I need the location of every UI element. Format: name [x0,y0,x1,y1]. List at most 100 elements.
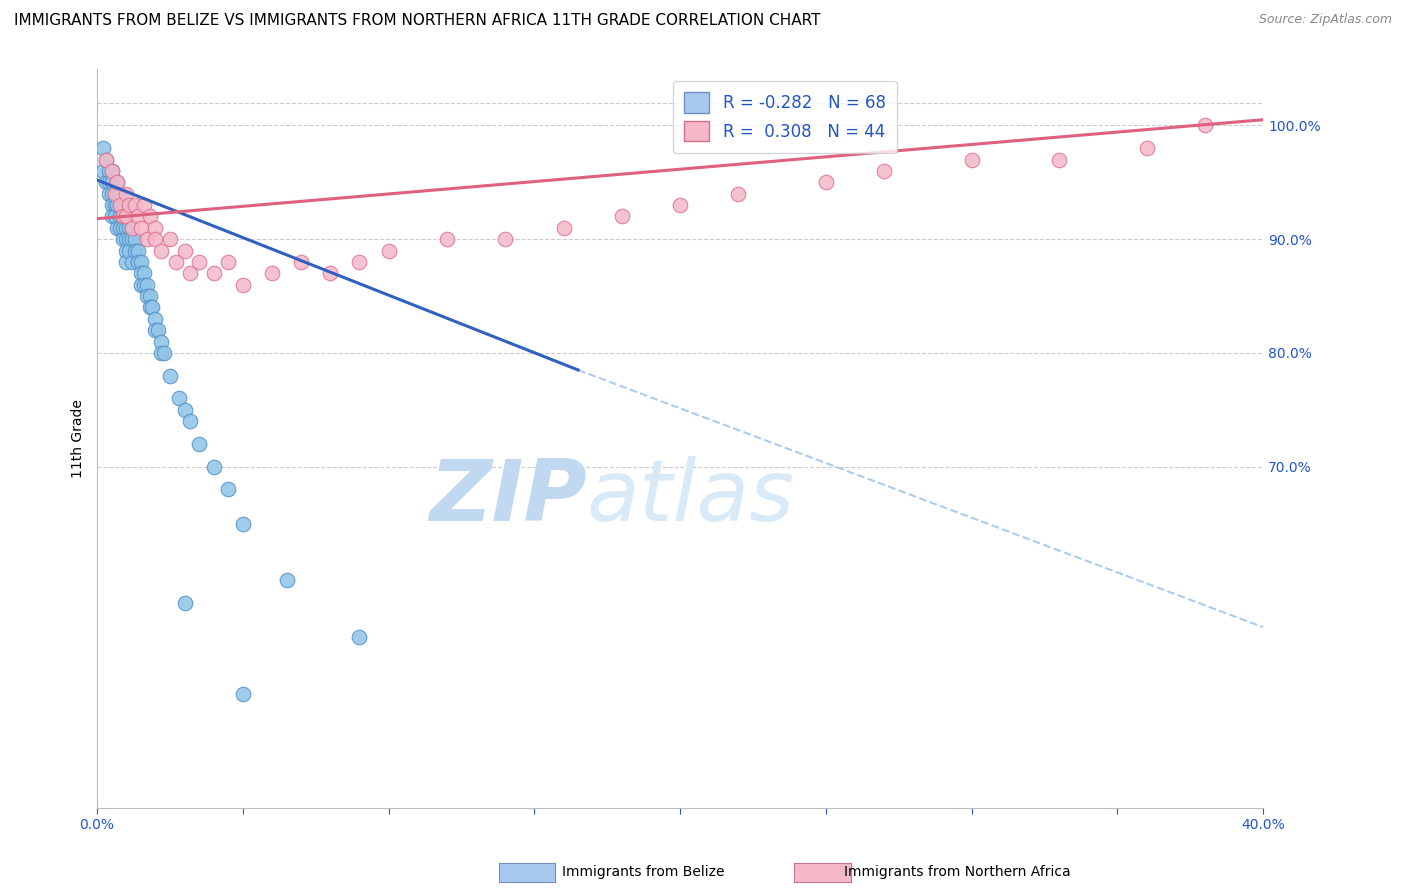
Point [115,210,138,224]
Point [1136,141,1159,155]
Point [669,198,692,212]
Point [115,232,138,246]
Point [129,220,152,235]
Point [132,266,155,280]
Text: atlas: atlas [586,456,794,539]
Point [110,198,132,212]
Text: Immigrants from Northern Africa: Immigrants from Northern Africa [844,865,1070,880]
Point [110,186,132,201]
Point [103,186,125,201]
Point [319,266,342,280]
Point [232,516,254,531]
Point [188,437,211,451]
Text: IMMIGRANTS FROM BELIZE VS IMMIGRANTS FROM NORTHERN AFRICA 11TH GRADE CORRELATION: IMMIGRANTS FROM BELIZE VS IMMIGRANTS FRO… [14,13,821,29]
Point [141,301,163,315]
Point [118,232,141,246]
Point [100,186,122,201]
Point [100,198,122,212]
Point [110,210,132,224]
Point [97,164,120,178]
Point [153,346,176,360]
Text: Source: ZipAtlas.com: Source: ZipAtlas.com [1258,13,1392,27]
Point [377,244,399,258]
Point [135,232,157,246]
Point [202,266,225,280]
Point [112,210,135,224]
Point [127,244,149,258]
Point [100,175,122,189]
Point [129,277,152,292]
Point [94,153,117,167]
Point [143,311,166,326]
Text: Immigrants from Belize: Immigrants from Belize [562,865,725,880]
Point [118,198,141,212]
Point [173,244,195,258]
Point [610,210,633,224]
Point [494,232,516,246]
Point [94,175,117,189]
Point [127,255,149,269]
Point [290,255,312,269]
Point [110,198,132,212]
Point [129,266,152,280]
Point [112,210,135,224]
Point [115,244,138,258]
Point [112,232,135,246]
Point [138,289,160,303]
Point [121,255,143,269]
Point [1047,153,1070,167]
Point [110,220,132,235]
Point [100,210,122,224]
Point [150,334,173,349]
Point [150,346,173,360]
Point [112,220,135,235]
Point [121,220,143,235]
Point [188,255,211,269]
Point [276,574,298,588]
Point [232,277,254,292]
Point [148,323,170,337]
Point [124,232,146,246]
Point [232,687,254,701]
Point [179,266,201,280]
Point [107,198,129,212]
Point [115,255,138,269]
Point [217,255,239,269]
Point [143,232,166,246]
Point [118,220,141,235]
Point [159,232,181,246]
Point [132,198,155,212]
Point [1194,119,1216,133]
Point [873,164,896,178]
Point [173,596,195,610]
Point [115,210,138,224]
Text: ZIP: ZIP [429,456,586,539]
Point [97,175,120,189]
Point [103,186,125,201]
Point [103,210,125,224]
Point [124,198,146,212]
Point [138,301,160,315]
Point [349,631,371,645]
Point [173,402,195,417]
Point [112,198,135,212]
Point [135,277,157,292]
Point [118,244,141,258]
Point [103,198,125,212]
Y-axis label: 11th Grade: 11th Grade [72,399,86,478]
Point [143,220,166,235]
Point [121,232,143,246]
Point [143,323,166,337]
Point [107,220,129,235]
Point [167,392,190,406]
Point [107,175,129,189]
Point [91,141,114,155]
Point [135,289,157,303]
Point [159,368,181,383]
Point [129,255,152,269]
Point [97,186,120,201]
Point [115,220,138,235]
Point [217,483,239,497]
Point [202,459,225,474]
Point [553,220,575,235]
